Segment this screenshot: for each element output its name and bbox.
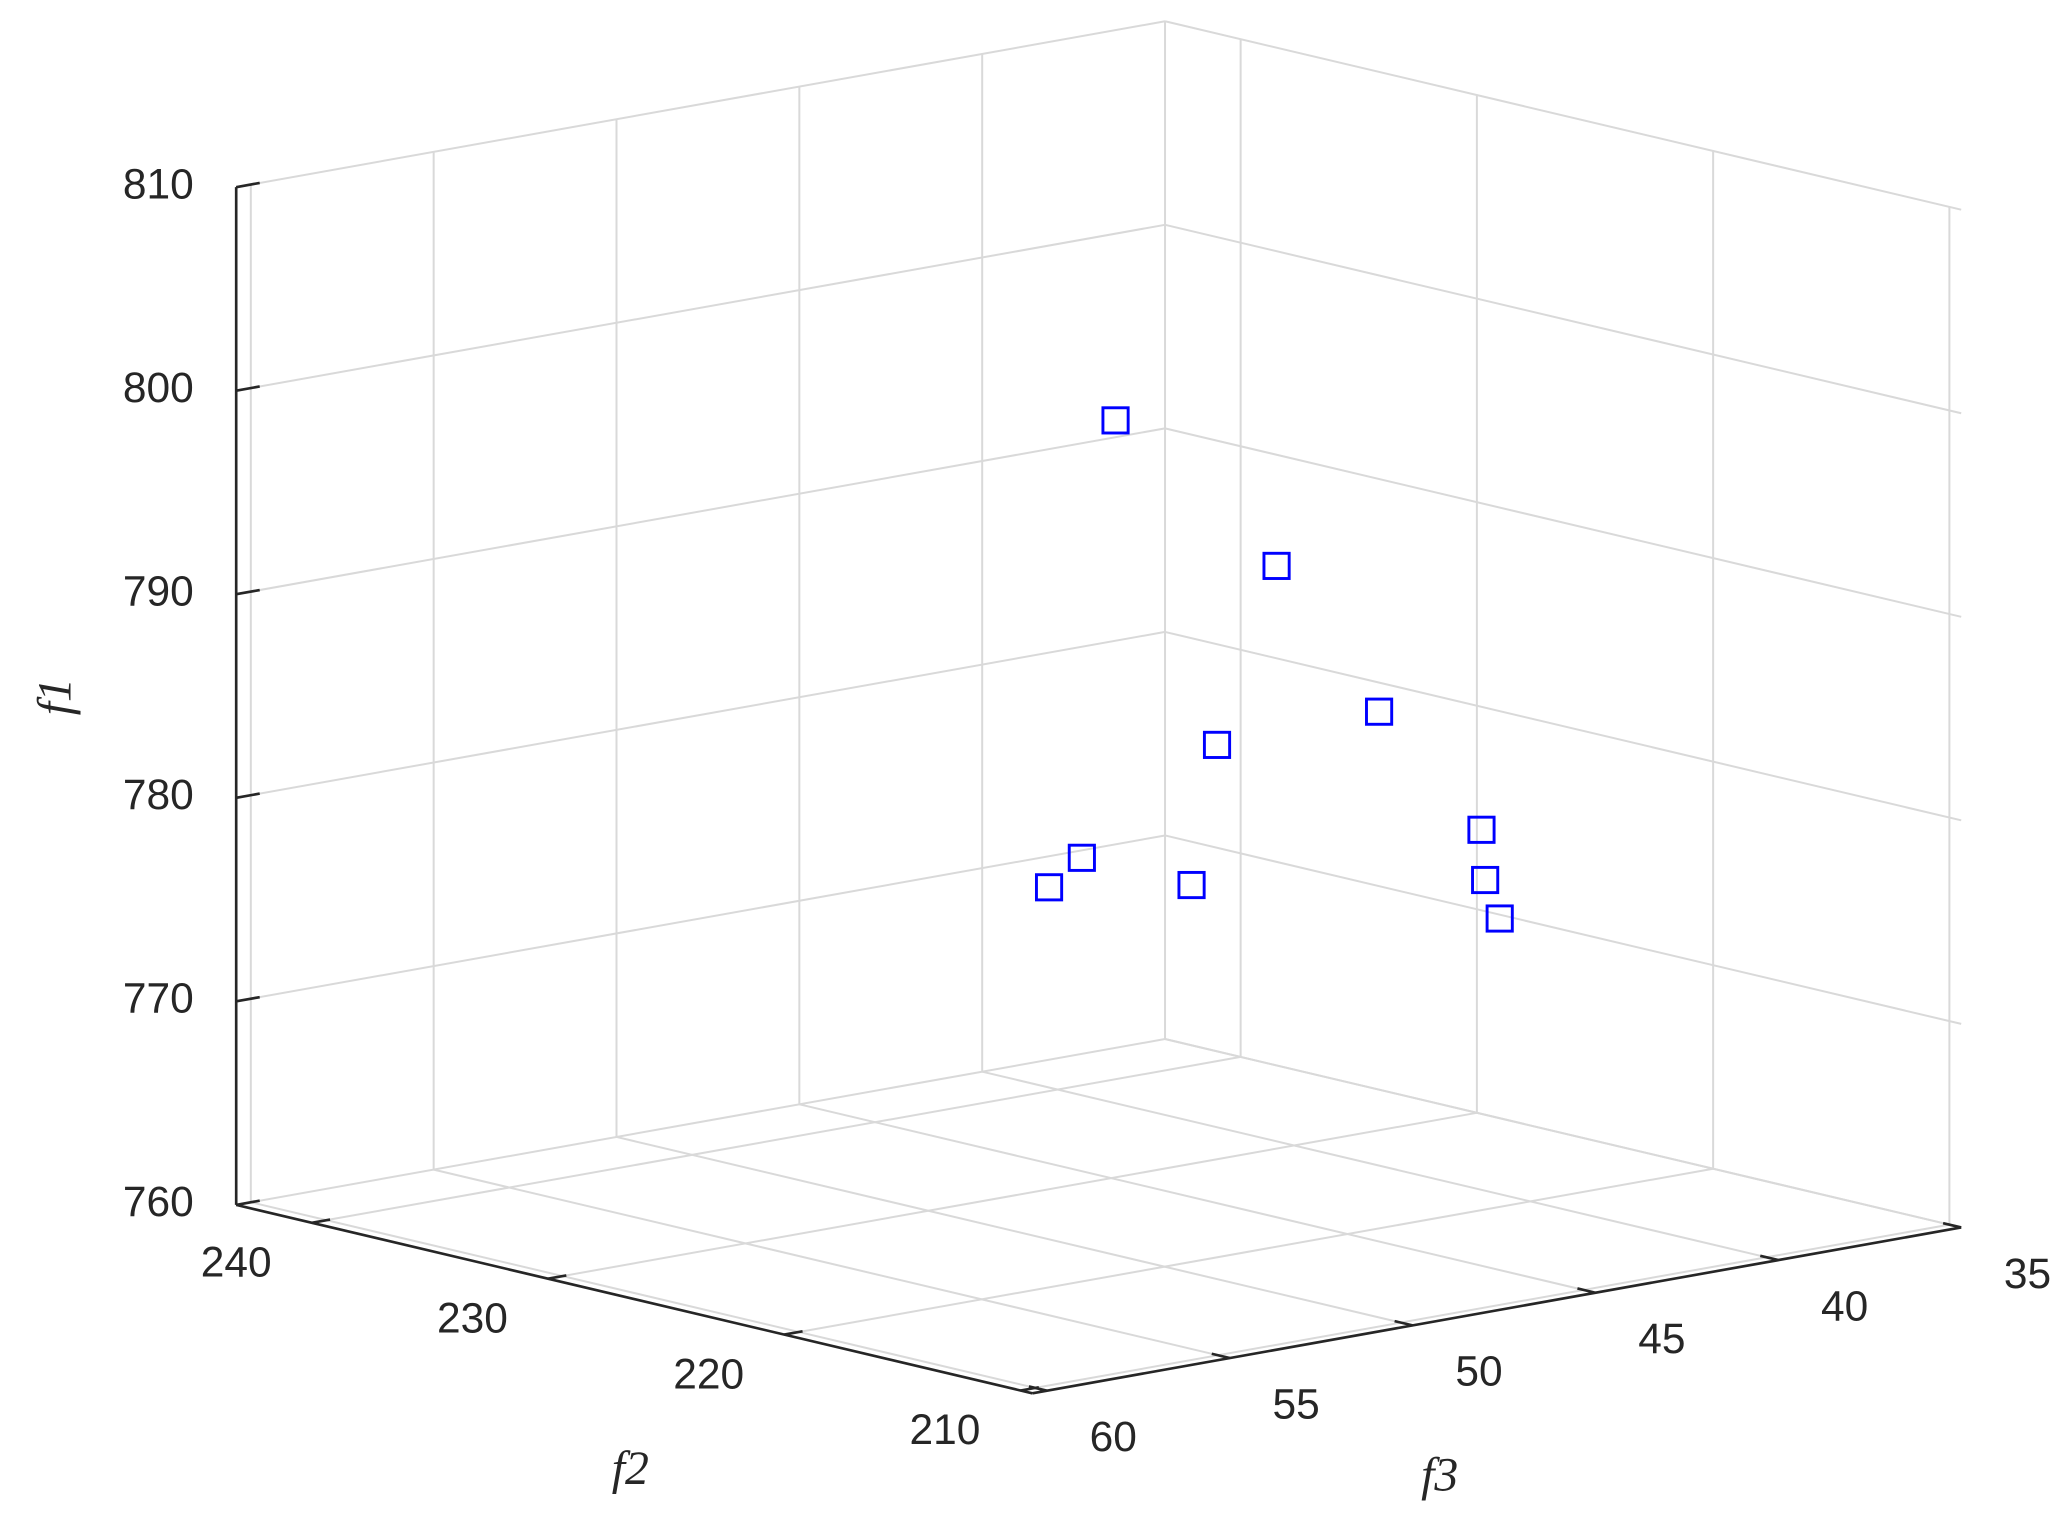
grid-line <box>236 427 1166 596</box>
grid-line <box>433 1168 1231 1360</box>
z-tick-label: 760 <box>123 1178 194 1225</box>
grid-line <box>236 630 1166 799</box>
data-point <box>1101 406 1130 435</box>
grid-line <box>250 1201 1048 1392</box>
data-point <box>1034 873 1064 902</box>
grid-line <box>799 1103 1596 1294</box>
x-tick-label: 230 <box>437 1294 508 1341</box>
z-tick-label: 800 <box>123 364 194 411</box>
data-point <box>1467 815 1496 844</box>
grid-line <box>616 1135 1413 1327</box>
data-point <box>1067 843 1096 872</box>
z-tick-label: 780 <box>123 771 194 818</box>
y-tick-label: 45 <box>1638 1315 1685 1362</box>
axes: 760 770 780 790 800 810 210 220 230 240 35 40 45 50 55… <box>123 160 2051 1460</box>
grid-line <box>1020 1223 1950 1392</box>
z-tick <box>235 385 260 392</box>
z-tick-label: 770 <box>123 975 194 1022</box>
x-tick-label: 240 <box>201 1238 272 1285</box>
y-tick <box>1211 1352 1231 1360</box>
y-tick <box>1577 1287 1596 1295</box>
z-tick <box>235 995 260 1003</box>
y-tick <box>1028 1385 1048 1392</box>
x-tick <box>547 1274 567 1280</box>
z-tick <box>235 792 260 800</box>
x-tick-label: 220 <box>673 1350 744 1397</box>
grid <box>236 20 1962 1392</box>
x-axis-title: f2 <box>612 1442 649 1495</box>
x-tick <box>311 1218 331 1225</box>
data-point <box>1471 865 1500 895</box>
x-tick <box>784 1330 803 1336</box>
grid-line <box>1164 834 1962 1025</box>
data-point <box>1262 551 1291 580</box>
x-axis-line <box>235 1203 1033 1395</box>
grid-line <box>784 1167 1714 1336</box>
data-point <box>1365 697 1394 726</box>
y-axis-title: f3 <box>1421 1449 1458 1502</box>
grid-line <box>1164 427 1962 618</box>
grid-line <box>236 20 1166 189</box>
y-tick <box>1394 1319 1413 1327</box>
grid-line <box>311 1055 1241 1224</box>
grid-line <box>1164 630 1962 822</box>
grid-line <box>547 1111 1478 1280</box>
data-point <box>1177 870 1206 900</box>
z-tick-label: 790 <box>123 567 194 614</box>
x-tick-label: 210 <box>909 1406 980 1453</box>
z-tick <box>235 181 260 189</box>
grid-line <box>1164 1038 1962 1229</box>
data-point <box>1202 730 1232 759</box>
grid-line <box>236 834 1166 1003</box>
z-axis-title: f1 <box>29 678 82 715</box>
y-tick-label: 40 <box>1821 1282 1868 1329</box>
data-point <box>1485 904 1514 933</box>
grid-line <box>1164 223 1962 415</box>
y-tick-label: 55 <box>1273 1380 1320 1427</box>
grid-line <box>981 1070 1779 1262</box>
y-axis-line <box>1032 1226 1962 1395</box>
y-tick <box>1759 1254 1779 1262</box>
grid-line <box>236 223 1166 392</box>
y-tick-label: 60 <box>1090 1413 1137 1460</box>
grid-line <box>236 1038 1166 1206</box>
marks <box>1034 406 1514 933</box>
z-tick-label: 810 <box>123 160 194 207</box>
y-tick <box>1942 1221 1962 1229</box>
y-tick-label: 50 <box>1455 1348 1502 1395</box>
z-tick <box>235 1199 260 1207</box>
y-tick-label: 35 <box>2004 1250 2051 1297</box>
grid-line <box>1164 20 1962 211</box>
z-tick <box>235 588 260 596</box>
